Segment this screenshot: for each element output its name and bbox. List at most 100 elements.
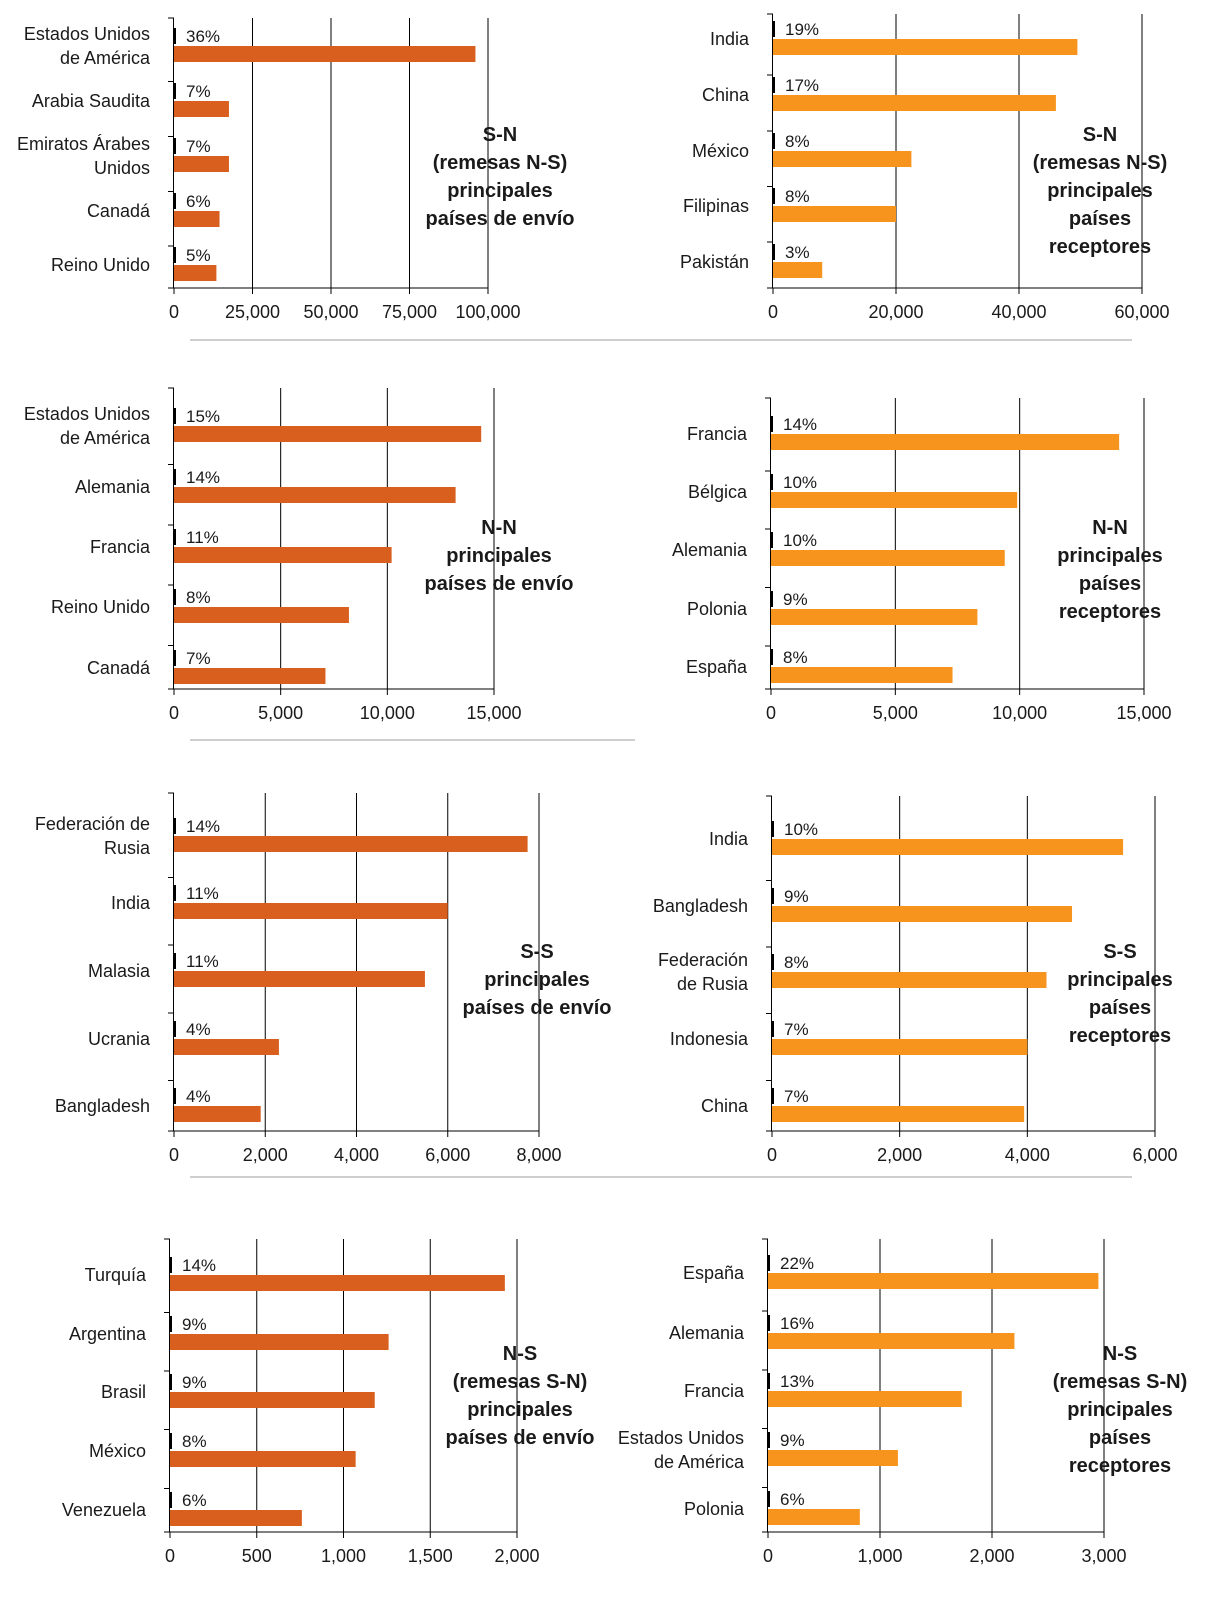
bar	[771, 492, 1018, 508]
bar	[174, 836, 528, 852]
bar	[174, 211, 220, 227]
chart-title-line: N-N	[481, 517, 517, 539]
bar	[773, 206, 896, 222]
category-label: Rusia	[104, 838, 151, 858]
x-tick-label: 5,000	[873, 703, 918, 723]
chart-panel-7: 0 500 1,000 1,500 2,000 14% Turquía 9% Argentina…	[62, 1238, 594, 1566]
category-label: Unidos	[94, 158, 150, 178]
category-label: Alemania	[672, 540, 748, 560]
category-label: Alemania	[669, 1323, 745, 1343]
bar	[174, 46, 476, 62]
category-label: Canadá	[87, 201, 151, 221]
x-tick-label: 4,000	[1005, 1145, 1050, 1165]
x-tick-label: 5,000	[258, 703, 303, 723]
category-label: Bangladesh	[55, 1096, 150, 1116]
chart-title-line: países	[1069, 208, 1131, 230]
category-label: China	[702, 85, 750, 105]
data-label: 9%	[182, 1315, 207, 1334]
category-label: Arabia Saudita	[32, 91, 151, 111]
category-label: Polonia	[687, 599, 748, 619]
data-label: 9%	[182, 1373, 207, 1392]
bar	[772, 906, 1073, 922]
bar	[170, 1275, 505, 1291]
bar	[768, 1391, 962, 1407]
x-tick-label: 6,000	[425, 1145, 470, 1165]
data-label: 7%	[784, 1087, 809, 1106]
chart-title-line: (remesas S-N)	[453, 1371, 588, 1393]
category-label: de América	[60, 48, 151, 68]
data-label: 22%	[780, 1254, 814, 1273]
chart-panel-2: 0 20,000 40,000 60,000 19% India 17% China 8% Méx…	[680, 13, 1170, 322]
category-label: India	[709, 829, 749, 849]
x-tick-label: 10,000	[360, 703, 415, 723]
bar	[174, 101, 229, 117]
category-label: Ucrania	[88, 1029, 151, 1049]
chart-panel-5: 0 2,000 4,000 6,000 8,000 14% Federación de Rus…	[35, 792, 611, 1165]
data-label: 6%	[780, 1490, 805, 1509]
chart-title-line: receptores	[1069, 1455, 1171, 1477]
data-label: 14%	[182, 1256, 216, 1275]
bar	[768, 1333, 1015, 1349]
x-tick-label: 2,000	[494, 1546, 539, 1566]
data-label: 8%	[783, 648, 808, 667]
bar	[174, 156, 229, 172]
data-label: 11%	[186, 952, 219, 971]
bar	[170, 1451, 356, 1467]
category-label: Estados Unidos	[24, 24, 150, 44]
chart-title-line: países	[1089, 1427, 1151, 1449]
category-label: de América	[654, 1452, 745, 1472]
data-label: 14%	[186, 817, 220, 836]
data-label: 3%	[785, 243, 810, 262]
chart-title-line: países de envío	[425, 573, 574, 595]
category-label: Reino Unido	[51, 255, 150, 275]
category-label: Venezuela	[62, 1500, 147, 1520]
category-label: Federación de	[35, 814, 150, 834]
category-label: México	[692, 141, 749, 161]
data-label: 8%	[182, 1432, 207, 1451]
bar	[772, 839, 1124, 855]
x-tick-label: 0	[169, 1145, 179, 1165]
data-label: 10%	[784, 820, 818, 839]
category-label: Francia	[684, 1381, 745, 1401]
data-label: 11%	[186, 528, 219, 547]
category-label: Turquía	[85, 1265, 147, 1285]
data-label: 10%	[783, 531, 817, 550]
x-tick-label: 50,000	[303, 302, 358, 322]
category-label: Malasia	[88, 961, 151, 981]
x-tick-label: 25,000	[225, 302, 280, 322]
chart-title-line: (remesas N-S)	[433, 152, 568, 174]
chart-title-line: principales	[484, 969, 590, 991]
data-label: 4%	[186, 1020, 211, 1039]
data-label: 14%	[783, 415, 817, 434]
category-label: Emiratos Árabes	[17, 134, 150, 154]
data-label: 9%	[784, 887, 809, 906]
chart-title-line: receptores	[1069, 1025, 1171, 1047]
category-label: Filipinas	[683, 196, 749, 216]
chart-title-line: N-S	[1103, 1343, 1137, 1365]
x-tick-label: 2,000	[243, 1145, 288, 1165]
chart-title-line: receptores	[1059, 601, 1161, 623]
bar	[174, 971, 425, 987]
category-label: India	[710, 29, 750, 49]
x-tick-label: 15,000	[1116, 703, 1171, 723]
category-label: España	[683, 1263, 745, 1283]
x-tick-label: 60,000	[1114, 302, 1169, 322]
chart-title-line: receptores	[1049, 236, 1151, 258]
x-tick-label: 0	[169, 703, 179, 723]
x-tick-label: 1,500	[408, 1546, 453, 1566]
x-tick-label: 75,000	[382, 302, 437, 322]
data-label: 7%	[186, 649, 211, 668]
chart-title-line: S-N	[1083, 124, 1117, 146]
chart-panel-8: 0 1,000 2,000 3,000 22% España 16% Alemania 13% F…	[618, 1238, 1188, 1566]
x-tick-label: 0	[766, 703, 776, 723]
category-label: China	[701, 1096, 749, 1116]
data-label: 9%	[780, 1431, 805, 1450]
chart-title-line: (remesas S-N)	[1053, 1371, 1188, 1393]
x-tick-label: 0	[767, 1145, 777, 1165]
chart-title-line: principales	[1057, 545, 1163, 567]
bar	[768, 1273, 1099, 1289]
category-label: Estados Unidos	[24, 404, 150, 424]
chart-panel-3: 0 5,000 10,000 15,000 15% Estados Unidos de Am…	[24, 387, 574, 723]
bar	[771, 434, 1120, 450]
